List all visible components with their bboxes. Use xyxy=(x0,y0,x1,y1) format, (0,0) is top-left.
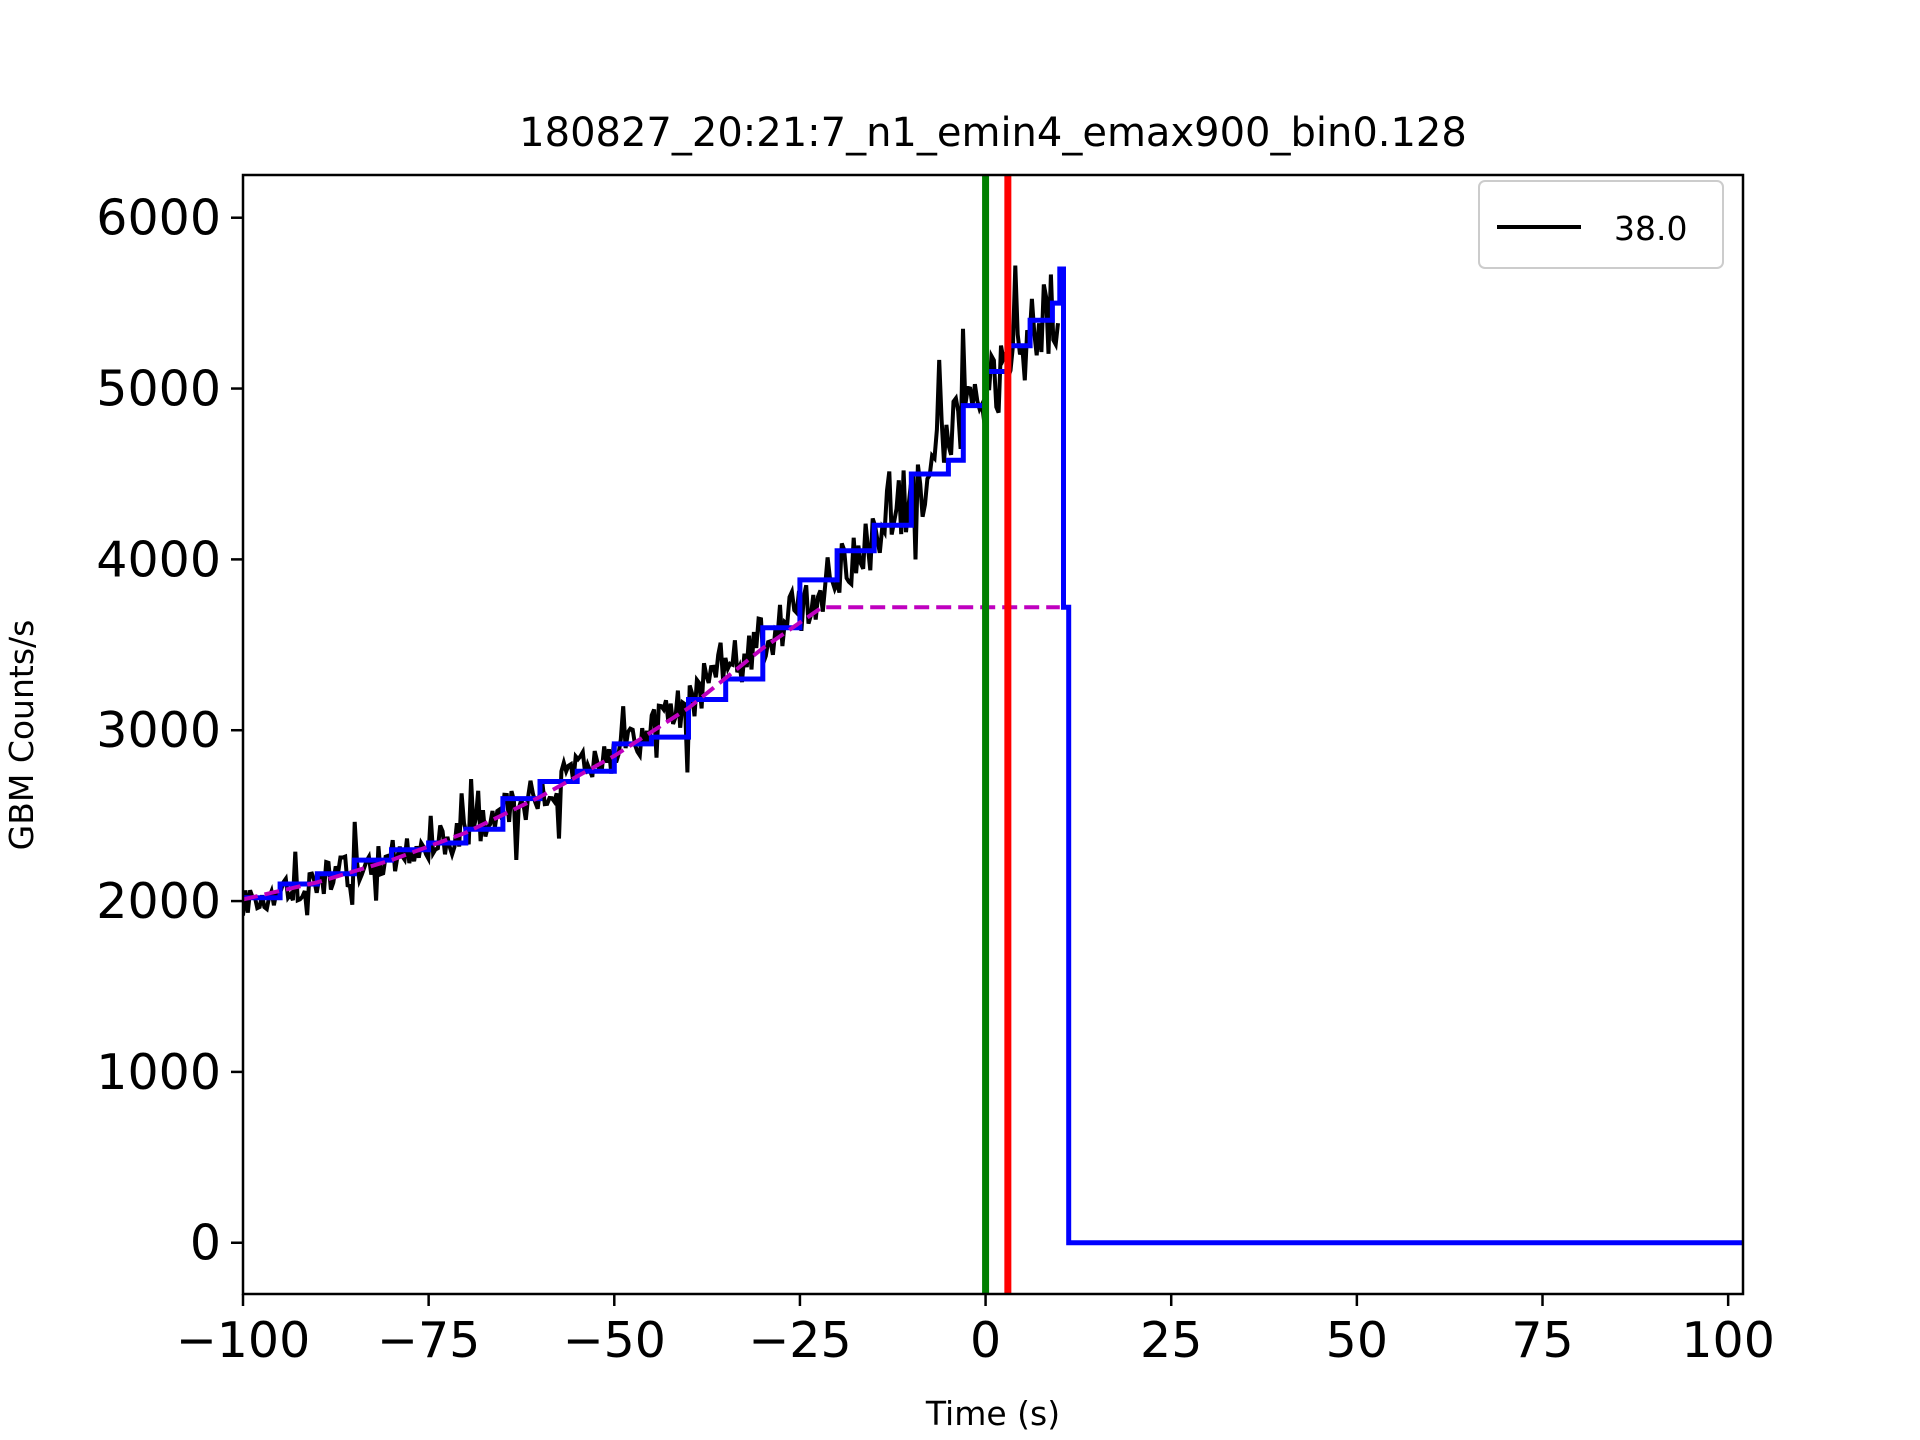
series-blocks-step xyxy=(243,266,1743,1246)
x-tick-label: 75 xyxy=(1511,1312,1573,1369)
y-tick-label: 0 xyxy=(190,1215,221,1272)
x-tick-label: 100 xyxy=(1681,1312,1775,1369)
x-tick-label: −25 xyxy=(748,1312,851,1369)
vline-layer xyxy=(982,175,1012,1294)
y-tick-label: 5000 xyxy=(96,361,221,418)
x-tick-label: −50 xyxy=(563,1312,666,1369)
legend-label: 38.0 xyxy=(1614,209,1687,248)
y-tick-label: 3000 xyxy=(96,702,221,759)
plot-area xyxy=(243,175,1743,1294)
legend: 38.0 xyxy=(1478,180,1724,269)
y-tick-label: 2000 xyxy=(96,873,221,930)
x-axis: −100 −75 −50 −25 0 25 50 75 100 xyxy=(176,1294,1775,1369)
x-tick-label: 0 xyxy=(970,1312,1001,1369)
x-axis-title: Time (s) xyxy=(925,1394,1060,1433)
x-tick-label: 25 xyxy=(1140,1312,1202,1369)
plot-title: 180827_20:21:7_n1_emin4_emax900_bin0.128 xyxy=(519,110,1467,156)
series-background-dashed xyxy=(243,605,1060,902)
x-tick-label: −75 xyxy=(377,1312,480,1369)
y-axis-title: GBM Counts/s xyxy=(2,620,41,851)
series-counts-line xyxy=(243,265,1060,916)
plot-frame xyxy=(241,173,1745,1296)
series-layer xyxy=(243,265,1743,1246)
y-tick-label: 4000 xyxy=(96,531,221,588)
y-axis: 0 1000 2000 3000 4000 5000 6000 xyxy=(96,190,243,1272)
y-tick-label: 6000 xyxy=(96,190,221,247)
x-tick-label: −100 xyxy=(176,1312,311,1369)
legend-box xyxy=(1478,180,1724,269)
y-tick-label: 1000 xyxy=(96,1044,221,1101)
x-tick-label: 50 xyxy=(1326,1312,1388,1369)
